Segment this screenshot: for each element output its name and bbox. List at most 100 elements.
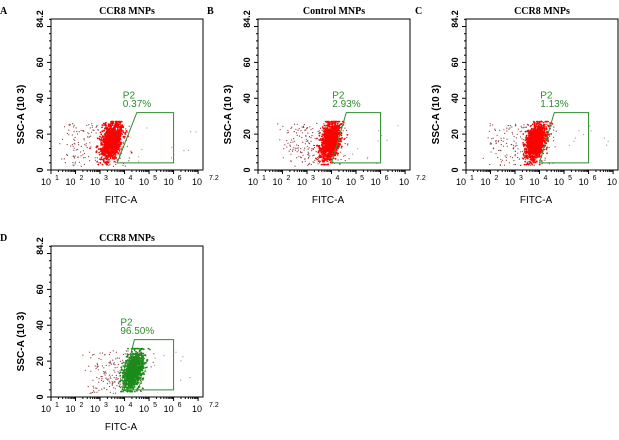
data-point — [328, 156, 330, 158]
data-point — [509, 125, 511, 127]
data-point — [523, 138, 525, 141]
panel-a: A CCR8 MNPs P2 0.37% 10 1 10 2 10 3 10 4 10 5 10 6 10 7… — [0, 0, 219, 210]
data-point — [302, 125, 304, 127]
data-point — [290, 160, 292, 162]
data-point — [313, 161, 315, 164]
data-point — [606, 144, 608, 146]
data-point — [297, 149, 299, 151]
x-tick-exponent: 1 — [55, 175, 59, 182]
data-point — [548, 125, 550, 128]
data-point — [113, 158, 116, 160]
data-point — [104, 128, 106, 130]
data-point — [366, 158, 368, 160]
data-point — [311, 150, 313, 152]
data-point — [300, 151, 302, 153]
data-point — [110, 120, 112, 123]
data-point — [534, 142, 536, 145]
data-point — [543, 149, 545, 151]
data-point — [105, 377, 107, 379]
data-point — [540, 144, 543, 147]
data-point — [78, 131, 80, 133]
x-tick-label: 10 — [297, 177, 307, 187]
data-point — [100, 156, 103, 159]
data-point — [115, 351, 117, 353]
data-point — [301, 152, 303, 154]
data-point — [95, 151, 97, 153]
data-point — [317, 163, 319, 165]
data-point — [89, 142, 91, 144]
data-point — [296, 157, 298, 159]
data-point — [528, 160, 531, 163]
data-point — [511, 126, 513, 128]
data-point — [334, 158, 337, 160]
data-point — [312, 155, 314, 157]
data-point — [538, 127, 541, 130]
data-point — [110, 152, 113, 155]
data-point — [126, 145, 128, 147]
x-tick-label: 10 — [322, 177, 332, 187]
data-point — [103, 122, 106, 124]
data-point — [61, 138, 64, 140]
data-point — [95, 387, 97, 389]
data-point — [348, 158, 350, 160]
data-point — [541, 136, 544, 138]
data-point — [536, 144, 539, 147]
data-point — [530, 152, 532, 155]
y-tick-label: 84.2 — [242, 10, 252, 28]
data-point — [308, 163, 310, 165]
data-point — [327, 130, 330, 133]
data-point — [330, 141, 333, 144]
data-point — [518, 158, 521, 160]
y-axis-label: SSC-A (10 3) — [16, 85, 27, 145]
data-point — [530, 146, 533, 149]
data-point — [115, 156, 117, 158]
data-point — [527, 139, 530, 142]
data-point — [538, 153, 541, 156]
data-point — [307, 151, 309, 153]
gate-percent: 0.37% — [123, 99, 151, 110]
data-point — [524, 160, 527, 163]
data-point — [97, 152, 99, 154]
data-point — [328, 135, 331, 138]
data-point — [83, 152, 85, 155]
data-point — [508, 128, 510, 130]
data-point — [339, 123, 342, 126]
data-point — [536, 120, 539, 123]
data-point — [88, 136, 90, 138]
data-point — [332, 137, 334, 140]
data-point — [514, 123, 517, 125]
data-point — [113, 154, 116, 156]
data-point — [488, 130, 490, 132]
data-point — [312, 132, 314, 134]
data-point — [304, 158, 306, 160]
data-point — [83, 163, 85, 166]
data-point — [120, 141, 123, 144]
data-point — [101, 126, 103, 129]
data-point — [111, 127, 113, 129]
data-point — [503, 129, 505, 131]
data-point — [533, 137, 536, 140]
data-point — [546, 130, 549, 133]
data-point — [542, 139, 545, 142]
data-point — [104, 142, 106, 145]
data-point — [530, 164, 532, 166]
data-point — [66, 143, 68, 146]
data-point — [105, 152, 108, 154]
x-tick-label: 10 — [346, 177, 356, 187]
data-point — [339, 138, 342, 141]
data-point — [300, 130, 302, 132]
x-tick-label: 10 — [66, 177, 76, 187]
data-point — [114, 144, 117, 147]
data-point — [301, 132, 304, 134]
data-point — [92, 354, 94, 356]
data-point — [532, 153, 534, 156]
data-point — [109, 160, 111, 162]
data-point — [552, 140, 555, 142]
x-tick-exponent: 6 — [385, 175, 389, 182]
data-point — [346, 133, 349, 136]
data-point — [490, 143, 493, 145]
data-point — [114, 392, 117, 394]
data-point — [108, 147, 111, 149]
gate-p2 — [538, 112, 590, 164]
data-point — [310, 137, 312, 139]
